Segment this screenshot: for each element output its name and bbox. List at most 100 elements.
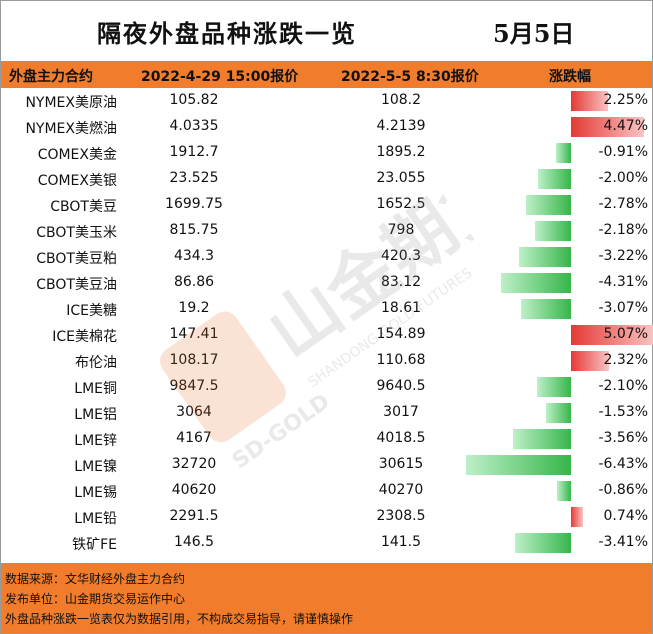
price-prev: 147.41 [169,326,219,342]
contract-name: LME镍 [74,459,117,475]
change-bar [518,247,571,267]
price-curr: 108.2 [380,92,422,108]
price-prev: 86.86 [173,274,215,290]
price-curr: 798 [387,222,415,238]
change-bar [571,117,644,137]
change-pct: -3.22% [598,248,648,264]
change-bar [515,533,571,553]
table-row: COMEX美银 23.525 23.055 -2.00% [1,166,652,192]
change-pct: -2.18% [598,222,648,238]
table-row: ICE美糖 19.2 18.61 -3.07% [1,296,652,322]
contract-name: CBOT美玉米 [36,225,117,241]
price-prev: 19.2 [178,300,210,316]
contract-name: CBOT美豆油 [36,277,117,293]
change-pct: -2.78% [598,196,648,212]
change-pct: 5.07% [603,326,648,342]
change-pct: -0.91% [598,144,648,160]
table-row: LME铅 2291.5 2308.5 0.74% [1,504,652,530]
contract-name: ICE美棉花 [52,329,117,345]
price-curr: 23.055 [376,170,426,186]
contract-name: 铁矿FE [72,537,117,553]
table-row: COMEX美金 1912.7 1895.2 -0.91% [1,140,652,166]
contract-name: COMEX美金 [37,147,117,163]
table-row: 布伦油 108.17 110.68 2.32% [1,348,652,374]
change-bar [571,351,609,371]
change-bar [520,299,571,319]
table-row: CBOT美豆 1699.75 1652.5 -2.78% [1,192,652,218]
table-header: 外盘主力合约 2022-4-29 15:00报价 2022-5-5 8:30报价… [1,61,652,88]
price-curr: 154.89 [376,326,426,342]
footer: 数据来源：文华财经外盘主力合约 发布单位：山金期货交易运作中心 外盘品种涨跌一览… [1,563,652,633]
footer-source: 数据来源：文华财经外盘主力合约 [5,572,186,586]
change-pct: -0.86% [598,482,648,498]
footer-disclaimer: 外盘品种涨跌一览表仅为数据引用，不构成交易指导，请谨慎操作 [5,612,354,626]
change-pct: 0.74% [603,508,648,524]
change-bar [546,403,571,423]
change-bar [525,195,571,215]
price-prev: 146.5 [173,534,215,550]
contract-name: CBOT美豆 [50,199,117,215]
change-pct: 4.47% [603,118,648,134]
price-prev: 815.75 [169,222,219,238]
table-row: NYMEX美燃油 4.0335 4.2139 4.47% [1,114,652,140]
change-pct: -2.10% [598,378,648,394]
table-row: NYMEX美原油 105.82 108.2 2.25% [1,88,652,114]
change-pct: -4.31% [598,274,648,290]
change-pct: -1.53% [598,404,648,420]
header-name: 外盘主力合约 [9,69,93,85]
contract-name: LME铅 [74,511,117,527]
change-bar [571,325,653,345]
header-change: 涨跌幅 [549,69,591,85]
contract-name: CBOT美豆粕 [36,251,117,267]
table-row: LME铜 9847.5 9640.5 -2.10% [1,374,652,400]
table-row: LME镍 32720 30615 -6.43% [1,452,652,478]
change-pct: 2.25% [603,92,648,108]
contract-name: COMEX美银 [37,173,117,189]
table-row: 铁矿FE 146.5 141.5 -3.41% [1,530,652,556]
header-price2: 2022-5-5 8:30报价 [341,69,479,85]
header-price1: 2022-4-29 15:00报价 [141,69,299,85]
change-bar [535,221,571,241]
price-curr: 420.3 [380,248,422,264]
contract-name: NYMEX美燃油 [25,121,117,137]
price-prev: 2291.5 [169,508,219,524]
change-bar [512,429,571,449]
contract-name: LME锡 [74,485,117,501]
price-prev: 1699.75 [165,196,223,212]
price-curr: 141.5 [380,534,422,550]
change-bar [556,143,571,163]
change-pct: -2.00% [598,170,648,186]
price-curr: 40270 [378,482,424,498]
price-prev: 9847.5 [169,378,219,394]
change-pct: -3.07% [598,300,648,316]
change-bar [556,481,571,501]
price-prev: 32720 [171,456,217,472]
price-curr: 4018.5 [376,430,426,446]
change-pct: -3.41% [598,534,648,550]
price-curr: 9640.5 [376,378,426,394]
contract-name: LME铝 [74,407,117,423]
change-bar [500,273,571,293]
table-row: ICE美棉花 147.41 154.89 5.07% [1,322,653,348]
change-bar [538,169,571,189]
table-row: CBOT美豆油 86.86 83.12 -4.31% [1,270,652,296]
table-row: LME锌 4167 4018.5 -3.56% [1,426,652,452]
table-row: CBOT美玉米 815.75 798 -2.18% [1,218,652,244]
price-curr: 30615 [378,456,424,472]
price-curr: 1895.2 [376,144,426,160]
date-label: 5月5日 [493,19,575,48]
change-pct: -6.43% [598,456,648,472]
contract-name: 布伦油 [75,355,117,371]
price-curr: 2308.5 [376,508,426,524]
title-bar: 隔夜外盘品种涨跌一览 5月5日 [1,1,652,61]
price-prev: 4167 [176,430,212,446]
change-bar [536,377,571,397]
price-prev: 40620 [171,482,217,498]
change-bar [466,455,571,475]
price-prev: 434.3 [173,248,215,264]
price-prev: 108.17 [169,352,219,368]
table-row: CBOT美豆粕 434.3 420.3 -3.22% [1,244,652,270]
contract-name: LME铜 [74,381,117,397]
change-bar [571,507,584,527]
footer-publisher: 发布单位：山金期货交易运作中心 [5,592,186,606]
